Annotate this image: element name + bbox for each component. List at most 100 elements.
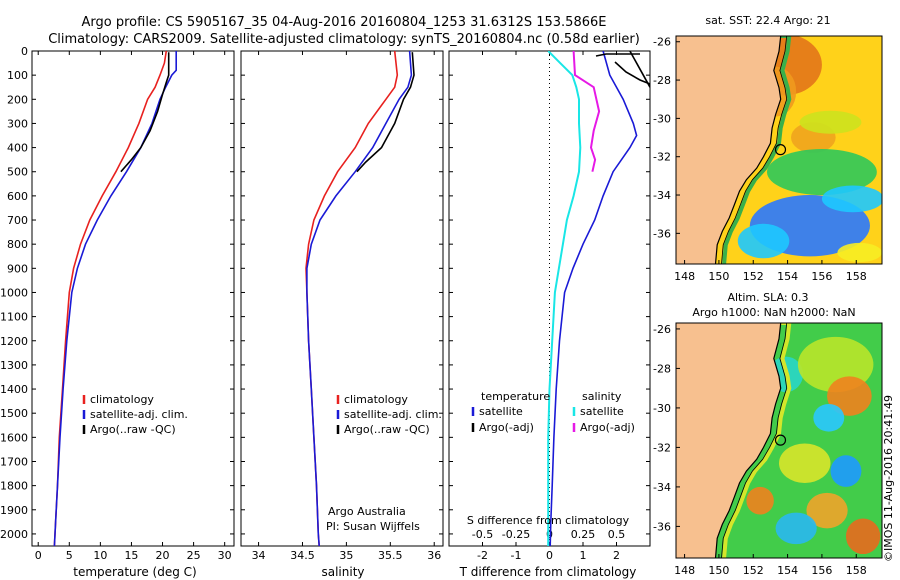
lon-tick-label: 148 bbox=[674, 270, 695, 283]
field-patch bbox=[806, 492, 848, 529]
coastline bbox=[714, 36, 782, 264]
depth-tick-label: 2000 bbox=[0, 528, 28, 541]
difference-series bbox=[547, 51, 650, 546]
series-satellite bbox=[306, 50, 413, 547]
field-patch bbox=[845, 518, 881, 555]
argo-top-edge bbox=[595, 53, 640, 57]
lon-tick-label: 156 bbox=[811, 564, 832, 577]
legend-temp-title: temperature bbox=[481, 390, 550, 403]
legend-label-t-argo: Argo(-adj) bbox=[479, 421, 534, 434]
legend-label-t-sat: satellite bbox=[479, 405, 523, 418]
x-tick-label: 35.5 bbox=[378, 549, 403, 562]
lat-tick-label: -28 bbox=[653, 74, 671, 87]
lat-tick-label: -34 bbox=[653, 481, 671, 494]
sla-map-title2: Argo h1000: NaN h2000: NaN bbox=[692, 306, 855, 319]
lon-tick-label: 156 bbox=[811, 270, 832, 283]
temperature-xlabel: temperature (deg C) bbox=[73, 565, 196, 579]
x-tick-label: 34.5 bbox=[290, 549, 315, 562]
lat-tick-label: -36 bbox=[653, 520, 671, 533]
legend-label-sat: satellite-adj. clim. bbox=[90, 408, 188, 421]
field-patch bbox=[799, 110, 862, 134]
difference-xlabel: T difference from climatology bbox=[459, 565, 637, 579]
lat-tick-label: -34 bbox=[653, 189, 671, 202]
header-line1: Argo profile: CS 5905167_35 04-Aug-2016 … bbox=[82, 15, 607, 30]
s-tick-label: 0.5 bbox=[608, 528, 626, 541]
lon-tick-label: 150 bbox=[708, 564, 729, 577]
series-argo bbox=[356, 52, 415, 173]
x-tick-label: 34 bbox=[252, 549, 266, 562]
field-patch bbox=[821, 185, 882, 213]
field-patch bbox=[766, 149, 877, 196]
land bbox=[676, 323, 781, 558]
float-marker bbox=[774, 144, 787, 156]
field-patch bbox=[775, 512, 817, 545]
isobath bbox=[721, 36, 788, 264]
depth-tick-label: 700 bbox=[7, 214, 28, 227]
x-tick-label: -1 bbox=[511, 549, 522, 562]
difference-xlabel-top: S difference from climatology bbox=[467, 514, 630, 527]
field-patch bbox=[746, 486, 774, 515]
legend-label-argo: Argo(..raw -QC) bbox=[90, 423, 176, 436]
s-tick-label: 0 bbox=[546, 528, 553, 541]
salinity-panel: 34 34.5 35 35.5 36 climatology satellite-adj. … bbox=[240, 50, 444, 562]
series-sal-argo bbox=[572, 51, 601, 172]
x-tick-label: 35 bbox=[339, 549, 353, 562]
x-tick-label: 20 bbox=[156, 549, 170, 562]
sla-map-title1: Altim. SLA: 0.3 bbox=[727, 291, 808, 304]
x-tick-label: 0 bbox=[35, 549, 42, 562]
lon-tick-label: 158 bbox=[846, 270, 867, 283]
depth-tick-label: 800 bbox=[7, 238, 28, 251]
legend-sal-title: salinity bbox=[582, 390, 622, 403]
legend-label-s-sat: satellite bbox=[580, 405, 624, 418]
lon-tick-label: 148 bbox=[674, 564, 695, 577]
land bbox=[676, 36, 781, 264]
lon-tick-label: 152 bbox=[743, 564, 764, 577]
header-line2: Climatology: CARS2009. Satellite-adjuste… bbox=[48, 32, 640, 47]
x-tick-label: 2 bbox=[613, 549, 620, 562]
depth-tick-label: 1400 bbox=[0, 383, 28, 396]
lat-tick-label: -26 bbox=[653, 36, 671, 49]
x-tick-label: 15 bbox=[124, 549, 138, 562]
salinity-xlabel: salinity bbox=[321, 565, 364, 579]
sal-note1: Argo Australia bbox=[328, 505, 406, 518]
lon-tick-label: 152 bbox=[743, 270, 764, 283]
lon-tick-label: 158 bbox=[846, 564, 867, 577]
series-argo bbox=[120, 52, 170, 173]
legend-label-clim: climatology bbox=[344, 393, 408, 406]
temperature-panel: 0 5 10 15 20 25 300100200300400500600700800900… bbox=[0, 45, 235, 562]
depth-tick-label: 1100 bbox=[0, 311, 28, 324]
field-patch bbox=[779, 443, 831, 483]
depth-tick-label: 1700 bbox=[0, 455, 28, 468]
map-frame bbox=[675, 322, 883, 559]
field-patch bbox=[813, 403, 845, 432]
lat-tick-label: -28 bbox=[653, 362, 671, 375]
credit: ©IMOS 11-Aug-2016 20:41:49 bbox=[882, 395, 895, 562]
s-tick-label: -0.25 bbox=[502, 528, 530, 541]
field-patch bbox=[837, 242, 882, 263]
lat-tick-label: -30 bbox=[653, 112, 671, 125]
x-tick-label: 5 bbox=[66, 549, 73, 562]
difference-panel: -2 -1 0 1 2 -0.5 -0.25 0 0.25 0.5 temperature salin… bbox=[448, 50, 651, 562]
legend-label-clim: climatology bbox=[90, 393, 154, 406]
x-tick-label: 1 bbox=[580, 549, 587, 562]
legend-label-argo: Argo(..raw -QC) bbox=[344, 423, 430, 436]
x-tick-label: 30 bbox=[218, 549, 232, 562]
depth-tick-label: 1800 bbox=[0, 480, 28, 493]
depth-tick-label: 600 bbox=[7, 190, 28, 203]
lon-tick-label: 150 bbox=[708, 270, 729, 283]
field-patch bbox=[827, 376, 872, 416]
depth-tick-label: 1600 bbox=[0, 431, 28, 444]
depth-tick-label: 0 bbox=[21, 45, 28, 58]
lat-tick-label: -26 bbox=[653, 323, 671, 336]
series-temp-argo bbox=[629, 51, 650, 88]
legend-label-sat: satellite-adj. clim. bbox=[344, 408, 442, 421]
x-tick-label: 10 bbox=[93, 549, 107, 562]
x-tick-label: -2 bbox=[477, 549, 488, 562]
legend-label-s-argo: Argo(-adj) bbox=[580, 421, 635, 434]
lat-tick-label: -32 bbox=[653, 151, 671, 164]
depth-tick-label: 300 bbox=[7, 117, 28, 130]
argo-top-curve bbox=[614, 61, 650, 85]
coastline bbox=[714, 323, 782, 558]
sst-map-title: sat. SST: 22.4 Argo: 21 bbox=[705, 14, 830, 27]
